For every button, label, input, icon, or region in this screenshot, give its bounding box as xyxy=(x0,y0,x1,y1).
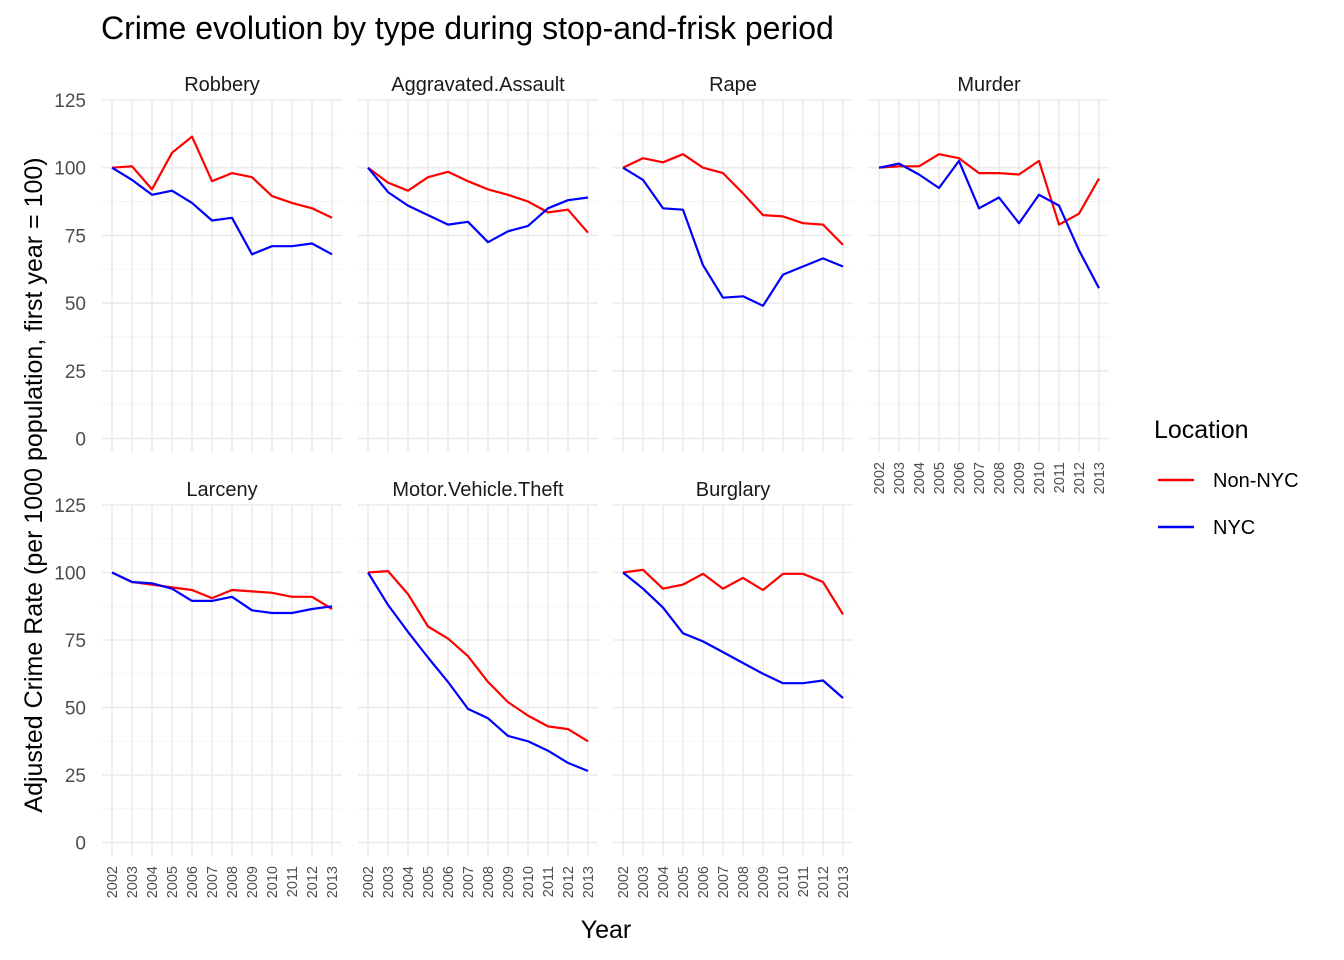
facet-robbery: Robbery 0 25 50 75 100 125 xyxy=(54,74,342,452)
series-line-nyc xyxy=(622,571,844,699)
x-tick-label: 2009 xyxy=(1012,462,1028,494)
x-tick-label: 2011 xyxy=(1052,462,1068,493)
x-tick-label: 2004 xyxy=(401,866,417,898)
x-tick-label: 2005 xyxy=(676,866,692,898)
x-tick-label: 2008 xyxy=(481,866,497,898)
facet-aggravated-assault: Aggravated.Assault xyxy=(358,74,598,452)
x-tick-label: 2009 xyxy=(245,866,261,898)
x-tick-label: 2008 xyxy=(225,866,241,898)
x-tick-label: 2013 xyxy=(836,866,852,898)
y-tick-label: 100 xyxy=(54,159,86,180)
series-line-nyc xyxy=(111,571,333,615)
series-line-non-nyc xyxy=(878,153,1100,226)
x-tick-label: 2002 xyxy=(616,866,632,898)
facet-label: Murder xyxy=(957,74,1021,96)
x-tick-label: 2007 xyxy=(972,462,988,494)
x-tick-label: 2006 xyxy=(696,866,712,898)
x-tick-label: 2006 xyxy=(441,866,457,898)
x-tick-label: 2012 xyxy=(561,866,577,898)
x-tick-label: 2003 xyxy=(125,866,141,898)
y-tick-label: 125 xyxy=(54,496,86,517)
legend-title: Location xyxy=(1154,416,1249,444)
y-tick-label: 75 xyxy=(65,631,86,652)
x-tick-label: 2009 xyxy=(756,866,772,898)
series-line-nyc xyxy=(878,159,1100,289)
x-tick-label: 2006 xyxy=(185,866,201,898)
x-tick-label: 2005 xyxy=(932,462,948,494)
y-tick-label: 25 xyxy=(65,362,86,383)
y-tick-label: 50 xyxy=(65,294,86,315)
x-tick-label: 2009 xyxy=(501,866,517,898)
x-tick-label: 2012 xyxy=(1072,462,1088,494)
facet-label: Motor.Vehicle.Theft xyxy=(392,479,564,501)
x-tick-label: 2003 xyxy=(636,866,652,898)
x-tick-label: 2008 xyxy=(736,866,752,898)
x-tick-label: 2011 xyxy=(796,866,812,897)
legend: Location Non-NYC NYC xyxy=(1154,416,1299,539)
series-line-non-nyc xyxy=(367,569,589,743)
facet-panels: Robbery 0 25 50 75 100 125 Aggravated.Assault Ra… xyxy=(54,74,1109,898)
chart-title: Crime evolution by type during stop-and-… xyxy=(101,10,834,46)
facet-label: Burglary xyxy=(696,479,770,501)
y-tick-label: 0 xyxy=(75,834,86,855)
y-tick-label: 50 xyxy=(65,699,86,720)
x-tick-label: 2010 xyxy=(1032,462,1048,494)
series-line-non-nyc xyxy=(367,166,589,234)
x-tick-label: 2003 xyxy=(892,462,908,494)
legend-label-non-nyc: Non-NYC xyxy=(1213,470,1299,492)
series-line-nyc xyxy=(367,571,589,773)
y-axis-title: Adjusted Crime Rate (per 1000 population… xyxy=(20,157,48,812)
x-tick-label: 2013 xyxy=(1092,462,1108,494)
facet-rape: Rape xyxy=(613,74,853,452)
series-line-non-nyc xyxy=(111,135,333,219)
y-tick-label: 75 xyxy=(65,226,86,247)
facet-label: Rape xyxy=(709,74,757,96)
y-tick-label: 0 xyxy=(75,429,86,450)
x-tick-label: 2013 xyxy=(581,866,597,898)
x-tick-label: 2007 xyxy=(716,866,732,898)
x-tick-label: 2002 xyxy=(361,866,377,898)
x-tick-label: 2005 xyxy=(165,866,181,898)
x-axis-title: Year xyxy=(581,916,632,944)
x-tick-label: 2010 xyxy=(521,866,537,898)
series-line-nyc xyxy=(111,166,333,256)
x-tick-label: 2010 xyxy=(776,866,792,898)
x-tick-label: 2004 xyxy=(912,462,928,494)
x-tick-label: 2013 xyxy=(325,866,341,898)
x-tick-label: 2004 xyxy=(656,866,672,898)
x-tick-label: 2007 xyxy=(205,866,221,898)
x-tick-label: 2006 xyxy=(952,462,968,494)
x-tick-label: 2002 xyxy=(105,866,121,898)
x-tick-label: 2002 xyxy=(872,462,888,494)
y-tick-label: 100 xyxy=(54,564,86,585)
x-tick-label: 2008 xyxy=(992,462,1008,494)
facet-burglary: Burglary 2002 2003 2004 2005 2006 2007 2008 2009… xyxy=(613,479,853,898)
legend-label-nyc: NYC xyxy=(1213,517,1255,539)
x-tick-label: 2011 xyxy=(541,866,557,897)
facet-label: Aggravated.Assault xyxy=(391,74,565,96)
series-line-non-nyc xyxy=(111,571,333,610)
facet-label: Robbery xyxy=(184,74,260,96)
y-tick-label: 125 xyxy=(54,91,86,112)
series-line-non-nyc xyxy=(622,153,844,246)
x-tick-label: 2007 xyxy=(461,866,477,898)
y-tick-label: 25 xyxy=(65,766,86,787)
x-tick-label: 2012 xyxy=(305,866,321,898)
facet-label: Larceny xyxy=(186,479,257,501)
x-tick-label: 2011 xyxy=(285,866,301,897)
x-tick-label: 2005 xyxy=(421,866,437,898)
series-line-nyc xyxy=(622,166,844,307)
x-tick-label: 2004 xyxy=(145,866,161,898)
facet-larceny: Larceny 0 25 50 75 100 125 2002 2003 2004 2005 2006… xyxy=(54,479,342,898)
series-line-nyc xyxy=(367,167,589,244)
x-tick-label: 2012 xyxy=(816,866,832,898)
x-tick-label: 2003 xyxy=(381,866,397,898)
x-tick-label: 2010 xyxy=(265,866,281,898)
series-line-non-nyc xyxy=(622,568,844,615)
